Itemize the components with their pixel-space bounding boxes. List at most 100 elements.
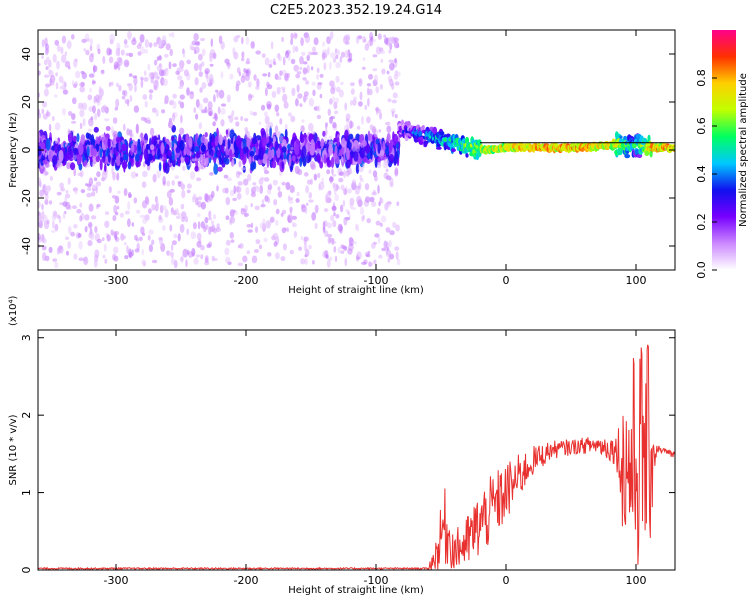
snr-ylabel: SNR (10 * v/v) xyxy=(8,414,19,485)
spectrogram-point-574 xyxy=(42,101,48,108)
spectrogram-point-2262 xyxy=(113,133,118,145)
spectrogram-point-2277 xyxy=(371,191,378,196)
spectrogram-point-1943 xyxy=(318,181,325,191)
spectrogram-point-2408 xyxy=(186,249,190,255)
spectrogram-point-1792 xyxy=(364,43,369,51)
spectrogram-point-1359 xyxy=(267,196,271,204)
spectrogram-point-2304 xyxy=(281,161,284,170)
spectrogram-point-438 xyxy=(156,169,161,179)
spectrogram-point-2451 xyxy=(305,185,309,194)
spectrogram-point-2234 xyxy=(383,240,388,249)
spectrogram-point-1331 xyxy=(54,122,61,131)
spectrogram-point-952 xyxy=(73,224,78,229)
spectrogram-point-280 xyxy=(293,64,300,72)
spectrogram-point-2550 xyxy=(296,71,302,75)
spectrogram-point-2427 xyxy=(201,157,206,164)
spectrogram-point-1791 xyxy=(68,225,72,235)
spectrogram-point-2361 xyxy=(49,175,54,181)
spectrogram-point-1549 xyxy=(293,230,298,238)
spectrogram-point-2379 xyxy=(238,160,242,168)
spectrogram-point-2385 xyxy=(225,215,230,220)
spectrogram-point-757 xyxy=(237,262,244,267)
spectrogram-point-2035 xyxy=(123,188,128,197)
spectrogram-point-307 xyxy=(317,82,323,86)
spectrogram-point-932 xyxy=(396,201,400,206)
spectrogram-point-1555 xyxy=(185,133,189,146)
spectrogram-point-1949 xyxy=(158,236,163,241)
spectrogram-point-2320 xyxy=(76,208,82,214)
spectrogram-point-1526 xyxy=(166,180,171,187)
snr-ytick-label-2: 2 xyxy=(20,412,33,419)
spectrogram-point-743 xyxy=(368,262,374,267)
spectrogram-point-2382 xyxy=(229,149,233,162)
spectrogram-point-2087 xyxy=(283,151,287,160)
spectrogram-point-980 xyxy=(90,215,97,220)
spectrogram-point-1966 xyxy=(58,245,64,254)
spectrogram-point-2126 xyxy=(268,183,273,191)
spectrogram-point-2468 xyxy=(43,191,49,196)
spectrogram-point-1974 xyxy=(213,94,216,103)
spectrogram-point-1124 xyxy=(109,33,115,43)
spectrogram-point-1029 xyxy=(38,92,41,98)
spectrogram-point-1314 xyxy=(65,201,71,210)
spectrogram-point-1925 xyxy=(154,204,159,212)
spectrogram-point-2398 xyxy=(96,203,101,208)
spectrogram-point-2024 xyxy=(353,96,358,101)
spectrogram-point-1907 xyxy=(81,38,87,44)
spectrogram-point-2083 xyxy=(46,56,50,62)
spectrogram-point-13 xyxy=(67,241,72,249)
spectrogram-point-2581 xyxy=(219,155,222,166)
spectrogram-point-2204 xyxy=(366,83,372,87)
spectrogram-point-2221 xyxy=(48,200,53,205)
spectrogram-point-494 xyxy=(247,93,253,101)
spectrogram-point-1771 xyxy=(335,61,341,69)
spectrogram-point-286 xyxy=(179,223,185,233)
spectrogram-point-1514 xyxy=(204,70,209,74)
spectrogram-point-2034 xyxy=(295,73,301,79)
spectrogram-point-2572 xyxy=(378,129,382,133)
spectrogram-point-647 xyxy=(74,190,78,195)
spectrogram-point-1887 xyxy=(124,210,130,215)
spectrogram-point-1993 xyxy=(325,192,330,200)
spectrogram-point-2345 xyxy=(235,170,241,179)
spectrogram-point-2542 xyxy=(48,59,52,68)
spectrogram-point-1962 xyxy=(76,133,80,143)
spectrogram-point-2021 xyxy=(245,36,250,45)
spectrogram-point-2271 xyxy=(88,177,94,186)
spectrogram-point-1627 xyxy=(254,226,259,234)
spectrogram-point-2168 xyxy=(94,249,100,258)
spectrogram-point-411 xyxy=(373,259,377,265)
spectrogram-point-2052 xyxy=(62,80,66,88)
spectrogram-point-2121 xyxy=(148,229,154,235)
spectrogram-point-2528 xyxy=(154,79,159,84)
spectrogram-point-1823 xyxy=(284,129,288,139)
spectrogram-point-2138 xyxy=(362,57,366,61)
spectrogram-point-1486 xyxy=(52,210,58,217)
spectrogram-point-2301 xyxy=(209,132,213,144)
spectrogram-point-1150 xyxy=(280,86,286,90)
spectrogram-point-1812 xyxy=(255,146,259,155)
spectrogram-point-1282 xyxy=(235,121,240,127)
spectrogram-point-2213 xyxy=(206,243,211,249)
spectrogram-point-1586 xyxy=(178,100,181,105)
spectrogram-point-2219 xyxy=(160,142,165,155)
spectrogram-point-2259 xyxy=(172,112,176,122)
spectrogram-point-2410 xyxy=(308,122,314,132)
spectrogram-point-2214 xyxy=(264,87,268,97)
spectrogram-point-1830 xyxy=(350,100,353,106)
spectrogram-point-2046 xyxy=(73,167,77,177)
spectrogram-point-2454 xyxy=(347,188,352,194)
spectrogram-point-362 xyxy=(160,243,166,252)
spectrogram-point-1901 xyxy=(304,34,311,44)
spectrogram-point-2525 xyxy=(208,210,212,218)
spectrogram-point-2254 xyxy=(167,149,173,157)
spectrogram-point-2312 xyxy=(96,108,101,118)
spectrogram-point-955 xyxy=(193,107,196,114)
spectrogram-point-2560 xyxy=(127,83,131,87)
spectrogram-point-1805 xyxy=(170,244,174,252)
spectrogram-point-1236 xyxy=(71,120,77,124)
spectrogram-point-81 xyxy=(210,38,213,47)
spectrogram-point-535 xyxy=(193,33,199,41)
spectrogram-point-2226 xyxy=(346,147,350,161)
spectrogram-point-2232 xyxy=(95,155,101,163)
